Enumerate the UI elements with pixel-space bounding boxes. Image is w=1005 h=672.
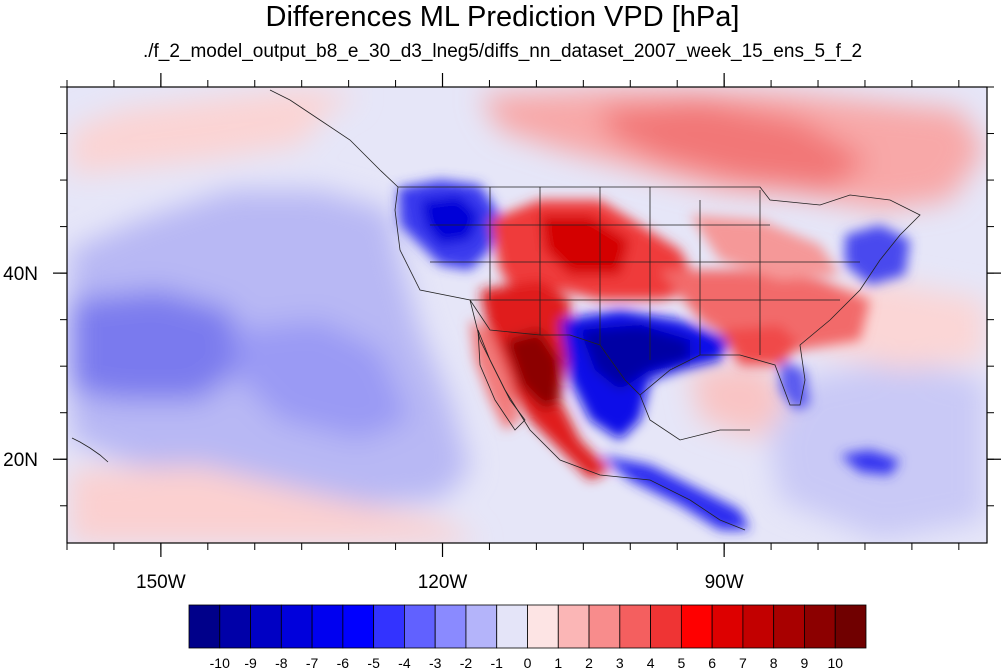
colorbar-swatch <box>188 604 221 649</box>
colorbar-swatch <box>434 604 467 649</box>
baja-outline <box>477 329 526 431</box>
colorbar-swatch <box>280 604 313 649</box>
major-ticks: 150W 120W 90W 40N 20N <box>3 73 1001 593</box>
hawaii-outline <box>71 437 109 463</box>
northwest-blue-core <box>420 195 480 245</box>
colorbar-label: 9 <box>801 655 809 671</box>
colorbar-label: 5 <box>677 655 685 671</box>
lon-tick-label: 150W <box>136 572 186 593</box>
caribbean-blue <box>840 450 900 475</box>
colorbar-swatch <box>804 604 836 649</box>
north-plains-red-core <box>540 215 630 275</box>
colorbar-swatch <box>650 604 682 649</box>
colorbar-label: 6 <box>708 655 716 671</box>
chart-subtitle: ./f_2_model_output_b8_e_30_d3_lneg5/diff… <box>142 41 863 62</box>
colorbar-swatch <box>404 604 436 649</box>
chart-title: Differences ML Prediction VPD [hPa] <box>265 1 740 33</box>
colorbar-swatch <box>588 604 621 649</box>
colorbar-swatch <box>527 604 559 649</box>
baja-red <box>470 320 520 430</box>
colorbar-swatch <box>619 604 651 649</box>
lat-tick-label: 40N <box>3 264 38 285</box>
canada-coast-outline <box>269 89 399 188</box>
colorbar-swatch <box>465 604 498 649</box>
colorbar-swatch <box>834 604 867 649</box>
colorbar-swatch <box>342 604 375 649</box>
colorbar-label: 7 <box>739 655 747 671</box>
map-frame <box>66 86 988 544</box>
northeast-red-core <box>600 100 870 190</box>
colorbar-label: 3 <box>616 655 624 671</box>
boundary-lines <box>71 89 921 531</box>
southwest-red-core <box>505 330 560 410</box>
lat-tick-label: 20N <box>3 450 38 471</box>
gulf-pink <box>690 360 790 440</box>
colorbar-label: -1 <box>491 655 504 671</box>
great-lakes-red <box>690 215 840 280</box>
south-central-blue-core <box>580 325 690 390</box>
colorbar-swatch <box>711 604 744 649</box>
map-panel <box>67 87 987 543</box>
northeast-us-blue <box>845 225 910 285</box>
colorbar-label: 4 <box>647 655 655 671</box>
colorbar-swatch <box>311 604 344 649</box>
vpd-field <box>70 88 985 543</box>
colorbar-swatch <box>219 604 251 649</box>
colorbar-swatch <box>773 604 805 649</box>
colorbar-swatch <box>680 604 713 649</box>
colorbar-label: 1 <box>554 655 562 671</box>
colorbar-label: 8 <box>770 655 778 671</box>
colorbar-label: -9 <box>244 655 257 671</box>
colorbar-label: -8 <box>275 655 288 671</box>
colorbar: -10 -9 -8 -7 -6 -5 -4 -3 -2 -1 0 1 2 3 4 5 6 7 8 9 10 <box>188 604 867 671</box>
colorbar-swatch <box>496 604 528 649</box>
colorbar-label: -7 <box>306 655 319 671</box>
us-border-outline <box>394 186 921 406</box>
colorbar-label: -3 <box>429 655 442 671</box>
colorbar-swatch <box>373 604 405 649</box>
pacific-blue-core-center <box>230 320 410 440</box>
colorbar-swatch <box>742 604 775 649</box>
pacific-blue-core-west <box>70 290 250 400</box>
colorbar-label: -5 <box>367 655 380 671</box>
lon-tick-label: 120W <box>418 572 468 593</box>
colorbar-swatch <box>557 604 590 649</box>
colorbar-label: 0 <box>524 655 532 671</box>
north-pink-band <box>70 88 360 175</box>
colorbar-label: -4 <box>398 655 411 671</box>
colorbar-label: -10 <box>210 655 230 671</box>
south-pacific-pink <box>70 465 480 543</box>
smooth-field-layer <box>70 88 985 543</box>
colorbar-label: -6 <box>337 655 350 671</box>
lon-tick-label: 90W <box>705 572 744 593</box>
colorbar-swatch <box>250 604 282 649</box>
colorbar-label: -2 <box>460 655 473 671</box>
colorbar-label: 10 <box>827 655 843 671</box>
atlantic-blue-region <box>770 360 985 540</box>
colorbar-label: 2 <box>585 655 593 671</box>
